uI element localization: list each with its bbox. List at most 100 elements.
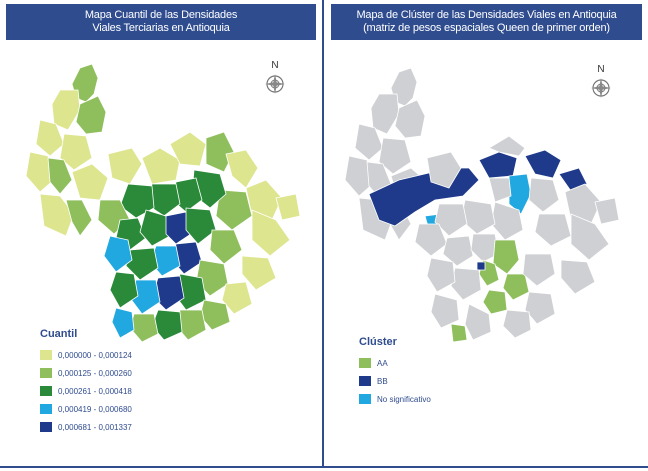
map-region: [209, 229, 243, 265]
map-region: [522, 253, 556, 287]
map-region: [450, 267, 482, 301]
quantile-map: [25, 63, 301, 343]
legend-label: AA: [377, 358, 388, 368]
legend-swatch: [359, 376, 371, 386]
legend-label: 0,000000 - 0,000124: [58, 350, 132, 360]
map-region: [414, 223, 448, 257]
map-region: [129, 313, 159, 343]
map-region: [169, 131, 207, 167]
compass-rose-icon: [265, 74, 285, 94]
map-region: [534, 213, 572, 247]
north-letter: N: [597, 64, 605, 75]
bottom-border: [0, 466, 648, 468]
map-region: [594, 197, 620, 225]
map-region: [394, 99, 426, 139]
quantile-legend: Cuantil 0,000000 - 0,000124 0,000125 - 0…: [40, 328, 132, 436]
map-region: [502, 309, 532, 339]
map-region: [111, 307, 135, 339]
map-region: [528, 177, 560, 213]
map-region: [442, 235, 474, 267]
map-region: [560, 259, 596, 295]
map-region: [141, 147, 181, 185]
legend-swatch: [40, 368, 52, 378]
map-region: [460, 199, 496, 235]
map-region: [241, 255, 277, 291]
quantile-map-title: Mapa Cuantil de las Densidades Viales Te…: [6, 4, 316, 40]
map-region: [139, 209, 171, 247]
map-region: [488, 177, 512, 203]
quantile-title-line1: Mapa Cuantil de las Densidades: [84, 9, 238, 21]
map-region: [59, 133, 93, 171]
map-region: [75, 95, 107, 135]
map-region: [524, 149, 562, 179]
map-region: [482, 289, 508, 315]
legend-item: 0,000681 - 0,001337: [40, 418, 132, 436]
map-region: [39, 193, 75, 237]
map-region: [564, 183, 602, 225]
map-region: [275, 193, 301, 221]
cluster-map-title: Mapa de Clúster de las Densidades Viales…: [331, 4, 642, 40]
map-region: [524, 291, 556, 325]
legend-item: 0,000000 - 0,000124: [40, 346, 132, 364]
map-region: [251, 209, 291, 257]
map-region: [570, 213, 610, 261]
legend-label: 0,000419 - 0,000680: [58, 404, 132, 414]
cluster-legend-title: Clúster: [359, 336, 397, 348]
map-region: [354, 123, 384, 161]
cluster-title-line2: (matriz de pesos espaciales Queen de pri…: [363, 22, 610, 34]
legend-swatch: [40, 422, 52, 432]
map-region: [492, 239, 520, 275]
legend-item: BB: [359, 372, 431, 390]
quantile-legend-title: Cuantil: [40, 328, 78, 340]
map-region: [488, 135, 526, 157]
compass-rose-icon: [591, 78, 611, 98]
map-region: [430, 293, 460, 329]
map-region: [109, 271, 139, 309]
legend-swatch: [40, 350, 52, 360]
map-region: [478, 151, 518, 179]
map-region: [450, 323, 468, 343]
map-region: [426, 151, 462, 189]
legend-item: AA: [359, 354, 431, 372]
north-compass: N: [263, 60, 287, 94]
map-region: [464, 303, 492, 341]
map-region: [221, 281, 253, 315]
legend-label: 0,000681 - 0,001337: [58, 422, 132, 432]
north-compass: N: [589, 64, 613, 98]
map-region: [65, 199, 93, 237]
map-region: [185, 207, 217, 245]
map-region: [47, 157, 73, 195]
legend-label: No significativo: [377, 394, 431, 404]
map-region: [71, 163, 109, 201]
panel-divider: [322, 0, 324, 466]
map-region: [378, 137, 412, 175]
quantile-map-panel: Mapa Cuantil de las Densidades Viales Te…: [0, 0, 322, 471]
legend-swatch: [359, 394, 371, 404]
legend-item: No significativo: [359, 390, 431, 408]
map-region: [426, 257, 456, 293]
quantile-title-line2: Viales Terciarias en Antioquia: [92, 22, 230, 34]
map-region: [215, 189, 253, 231]
map-region: [103, 235, 133, 273]
map-region: [476, 261, 486, 271]
legend-label: 0,000125 - 0,000260: [58, 368, 132, 378]
map-region: [370, 93, 400, 135]
map-region: [470, 233, 500, 263]
map-region: [434, 203, 468, 237]
cluster-legend: Clúster AA BB No significativo: [359, 336, 431, 408]
map-region: [502, 273, 530, 301]
map-region: [35, 119, 65, 157]
map-region: [107, 147, 143, 185]
legend-item: 0,000125 - 0,000260: [40, 364, 132, 382]
cluster-map: [344, 67, 620, 343]
legend-item: 0,000261 - 0,000418: [40, 382, 132, 400]
legend-swatch: [40, 386, 52, 396]
legend-item: 0,000419 - 0,000680: [40, 400, 132, 418]
legend-label: 0,000261 - 0,000418: [58, 386, 132, 396]
map-region: [225, 149, 259, 189]
map-region: [51, 89, 81, 131]
cluster-map-panel: Mapa de Clúster de las Densidades Viales…: [325, 0, 648, 471]
north-letter: N: [271, 60, 279, 71]
legend-label: BB: [377, 376, 388, 386]
legend-swatch: [359, 358, 371, 368]
